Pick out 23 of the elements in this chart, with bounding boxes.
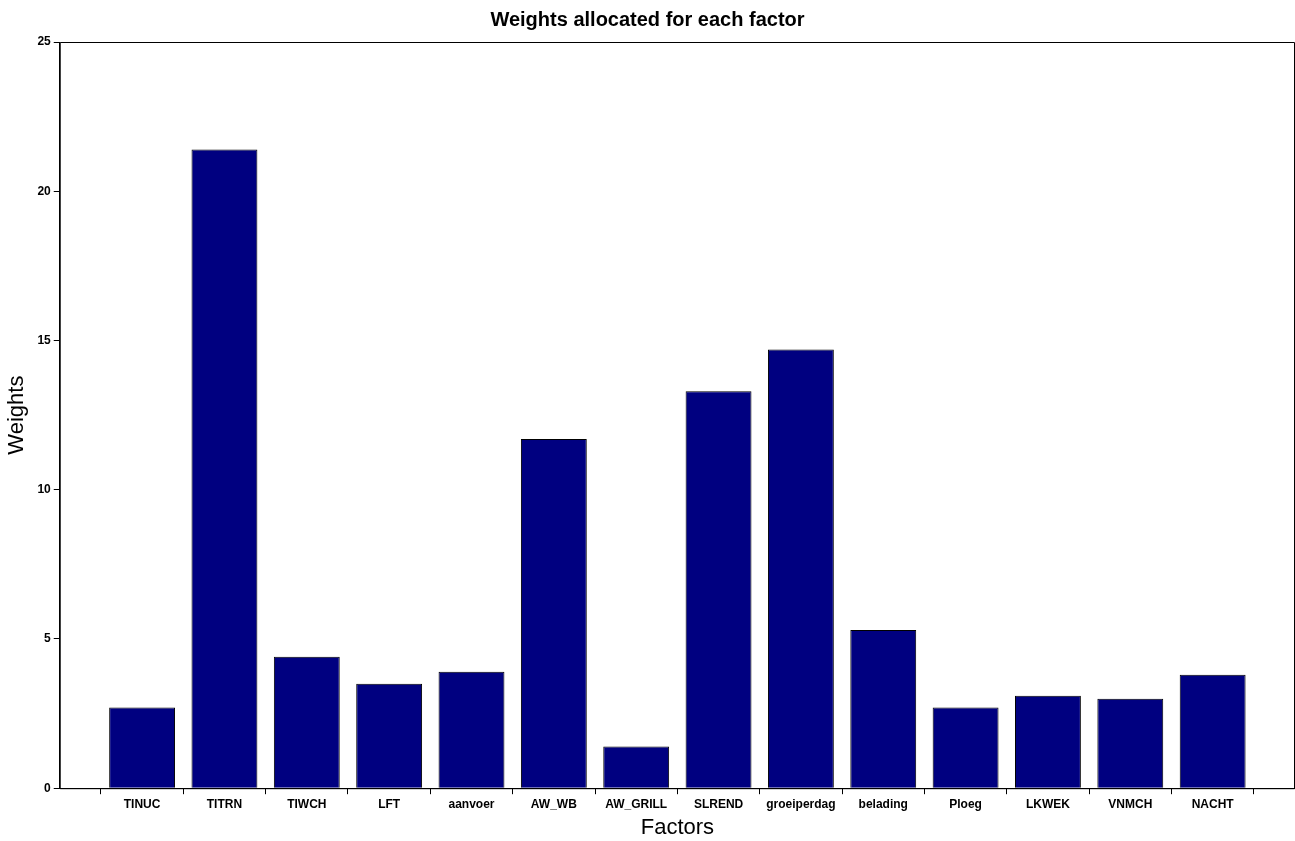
y-tick-label: 25	[37, 34, 52, 49]
chart-title: Weights allocated for each factor	[490, 7, 805, 30]
x-axis-title: Factors	[640, 813, 715, 839]
y-tick-label: 0	[44, 780, 52, 795]
y-tick-label: 20	[37, 183, 52, 198]
x-tick-label: groeiperdag	[766, 796, 836, 811]
y-tick-label: 10	[37, 482, 52, 497]
x-tick-label: TITRN	[206, 796, 243, 811]
y-axis-title: Weights	[3, 375, 29, 455]
x-tick-label: SLREND	[693, 796, 744, 811]
x-tick-label: NACHT	[1191, 796, 1235, 811]
x-tick-label: LFT	[378, 796, 401, 811]
x-tick-label: AW_GRILL	[605, 796, 668, 811]
x-tick-label: aanvoer	[448, 796, 495, 811]
x-tick-label: AW_WB	[530, 796, 578, 811]
x-tick-label: Ploeg	[949, 796, 982, 811]
x-tick-label: TINUC	[123, 796, 161, 811]
x-tick-label: belading	[858, 796, 908, 811]
x-tick-label: VNMCH	[1108, 796, 1153, 811]
y-tick-label: 5	[44, 631, 52, 646]
y-tick-label: 15	[37, 332, 52, 347]
x-tick-label: TIWCH	[287, 796, 327, 811]
x-tick-label: LKWEK	[1025, 796, 1071, 811]
